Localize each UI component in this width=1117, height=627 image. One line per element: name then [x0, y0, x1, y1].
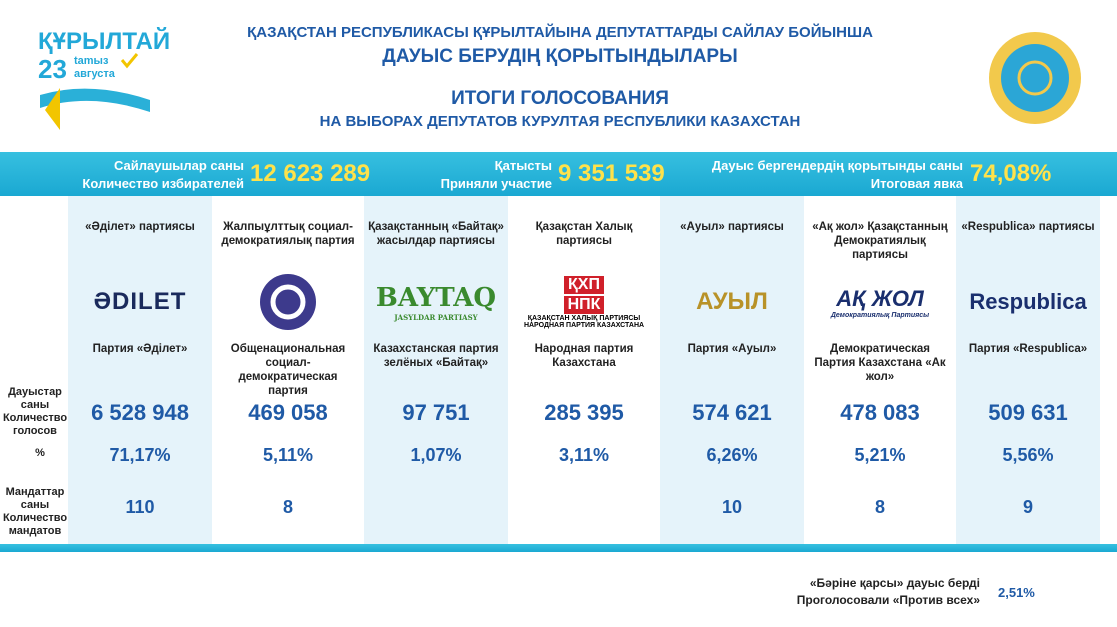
column-shade — [364, 196, 508, 544]
party-name-kz: «Әділет» партиясы — [85, 221, 195, 233]
stat-label: Сайлаушылар саны Количество избирателей — [60, 157, 244, 193]
party-name-kz: Қазақстан Халық партиясы — [535, 221, 633, 247]
party-name-kz: «Respublica» партиясы — [961, 221, 1095, 233]
against-all-value: 2,51% — [998, 585, 1035, 600]
party-name-kz: Жалпыұлттық социал-демократиялық партия — [221, 221, 355, 247]
party-logo: BAYTAQ JASYLDAR PARTIASY — [364, 272, 508, 332]
party-name-ru: Партия «Respublica» — [968, 343, 1088, 355]
party-logo: ƏDILET — [68, 272, 212, 332]
against-all: «Бәріне қарсы» дауыс берді Проголосовали … — [700, 575, 980, 609]
party-name-ru: Партия «Әділет» — [92, 343, 188, 355]
column-shade — [68, 196, 212, 544]
percent: 71,17% — [109, 445, 171, 465]
percent: 3,11% — [558, 445, 610, 465]
percent: 5,11% — [262, 445, 314, 465]
stats-band — [0, 152, 1117, 196]
party-name-ru: Общенациональная социал-демократическая … — [230, 343, 346, 397]
label: Количество мандатов — [2, 512, 68, 537]
header-graphics — [40, 32, 1081, 130]
label: Приняли участие — [440, 176, 552, 191]
logo-day: 23 — [38, 54, 67, 84]
percent: 6,26% — [706, 445, 758, 465]
emblem-core — [1017, 60, 1053, 96]
label: Итоговая явка — [870, 176, 963, 191]
party-name-kz: «Ақ жол» Қазақстанның Демократиялық парт… — [812, 221, 948, 261]
logo-text: ƏDILET — [93, 288, 187, 315]
percent: 5,56% — [1002, 445, 1054, 465]
party-name-ru: Народная партия Казахстана — [534, 343, 634, 369]
party-logo: АУЫЛ — [660, 272, 804, 332]
logo-subtext: JASYLDAR PARTIASY — [394, 312, 478, 322]
title-ru: ИТОГИ ГОЛОСОВАНИЯ — [451, 88, 669, 109]
logo-text: АҚ ЖОЛ — [836, 285, 924, 311]
column-shade — [956, 196, 1100, 544]
logo-month-ru: августа — [74, 68, 115, 80]
stat-label: Дауыс бергендердің қорытынды саны Итогова… — [700, 157, 963, 193]
party-name-ru: Демократическая Партия Казахстана «Ак жо… — [814, 343, 946, 383]
mandates: 8 — [282, 497, 293, 517]
label: Количество голосов — [2, 412, 68, 437]
logo-text: BAYTAQ — [375, 282, 497, 313]
party-logo — [216, 272, 360, 332]
party-name-kz: «Ауыл» партиясы — [680, 221, 784, 233]
party-logo: ҚХП НПК ҚАЗАҚСТАН ХАЛЫҚ ПАРТИЯСЫ НАРОДНАЯ П… — [512, 272, 656, 332]
flag-ribbon — [40, 88, 150, 112]
row-label: Дауыстар саны Количество голосов — [0, 386, 70, 438]
stat-label: Қатысты Приняли участие — [380, 157, 552, 193]
party-logo: АҚ ЖОЛ Демократиялық Партиясы — [808, 272, 952, 332]
votes: 574 621 — [692, 400, 772, 425]
votes: 509 631 — [988, 400, 1068, 425]
logo-subtext: Демократиялық Партиясы — [830, 311, 930, 319]
percent: 5,21% — [854, 445, 906, 465]
stat-value: 74,08% — [970, 160, 1052, 187]
party-name-ru: Партия «Ауыл» — [687, 343, 777, 355]
logo-text: ҚХП — [564, 276, 604, 294]
bottom-band — [0, 544, 1117, 552]
votes: 469 058 — [248, 400, 328, 425]
label: Қатысты — [494, 158, 552, 173]
row-label: % — [35, 447, 45, 459]
logo-title: ҚҰРЫЛТАЙ — [38, 28, 171, 55]
logo-text: Respublica — [969, 289, 1087, 314]
logo-month-kz: tamыз — [74, 55, 109, 67]
votes: 6 528 948 — [91, 400, 189, 425]
column-shade — [660, 196, 804, 544]
party-logo: Respublica — [956, 272, 1100, 332]
flag-ornament — [45, 88, 60, 130]
stat-value: 12 623 289 — [250, 160, 371, 187]
check-mark — [120, 53, 139, 69]
title-ru: НА ВЫБОРАХ ДЕПУТАТОВ КУРУЛТАЯ РЕСПУБЛИКИ… — [319, 113, 801, 130]
logo-emblem — [260, 274, 316, 330]
votes: 97 751 — [402, 400, 470, 425]
votes: 478 083 — [840, 400, 920, 425]
label: Проголосовали «Против всех» — [796, 593, 980, 607]
label: Сайлаушылар саны — [113, 158, 244, 173]
votes: 285 395 — [544, 400, 624, 425]
mandates: 110 — [125, 497, 155, 517]
label: Мандаттар саны — [5, 486, 65, 511]
stat-value: 9 351 539 — [558, 160, 665, 187]
logo-text: АУЫЛ — [696, 288, 768, 315]
label: Дауыс бергендердің қорытынды саны — [711, 158, 963, 173]
title-kz: ДАУЫС БЕРУДІҢ ҚОРЫТЫНДЫЛАРЫ — [382, 46, 738, 67]
party-name-kz: Қазақстанның «Байтақ» жасылдар партиясы — [368, 221, 504, 247]
row-label: Мандаттар саны Количество мандатов — [0, 486, 70, 538]
emblem-inner — [1001, 44, 1069, 112]
logo-subtext: НАРОДНАЯ ПАРТИЯ КАЗАХСТАНА — [523, 322, 645, 329]
label: Количество избирателей — [82, 176, 244, 191]
label: «Бәріне қарсы» дауыс берді — [809, 576, 980, 590]
mandates: 9 — [1022, 497, 1033, 517]
title-kz: ҚАЗАҚСТАН РЕСПУБЛИКАСЫ ҚҰРЫЛТАЙЫНА ДЕПУТ… — [247, 24, 873, 41]
logo-subtext: ҚАЗАҚСТАН ХАЛЫҚ ПАРТИЯСЫ — [527, 315, 641, 322]
mandates: 8 — [874, 497, 885, 517]
mandates: 10 — [721, 497, 743, 517]
percent: 1,07% — [410, 445, 462, 465]
party-name-ru: Казахстанская партия зелёных «Байтақ» — [373, 343, 499, 369]
label: Дауыстар саны — [8, 386, 62, 411]
logo-text: НПК — [563, 296, 605, 314]
